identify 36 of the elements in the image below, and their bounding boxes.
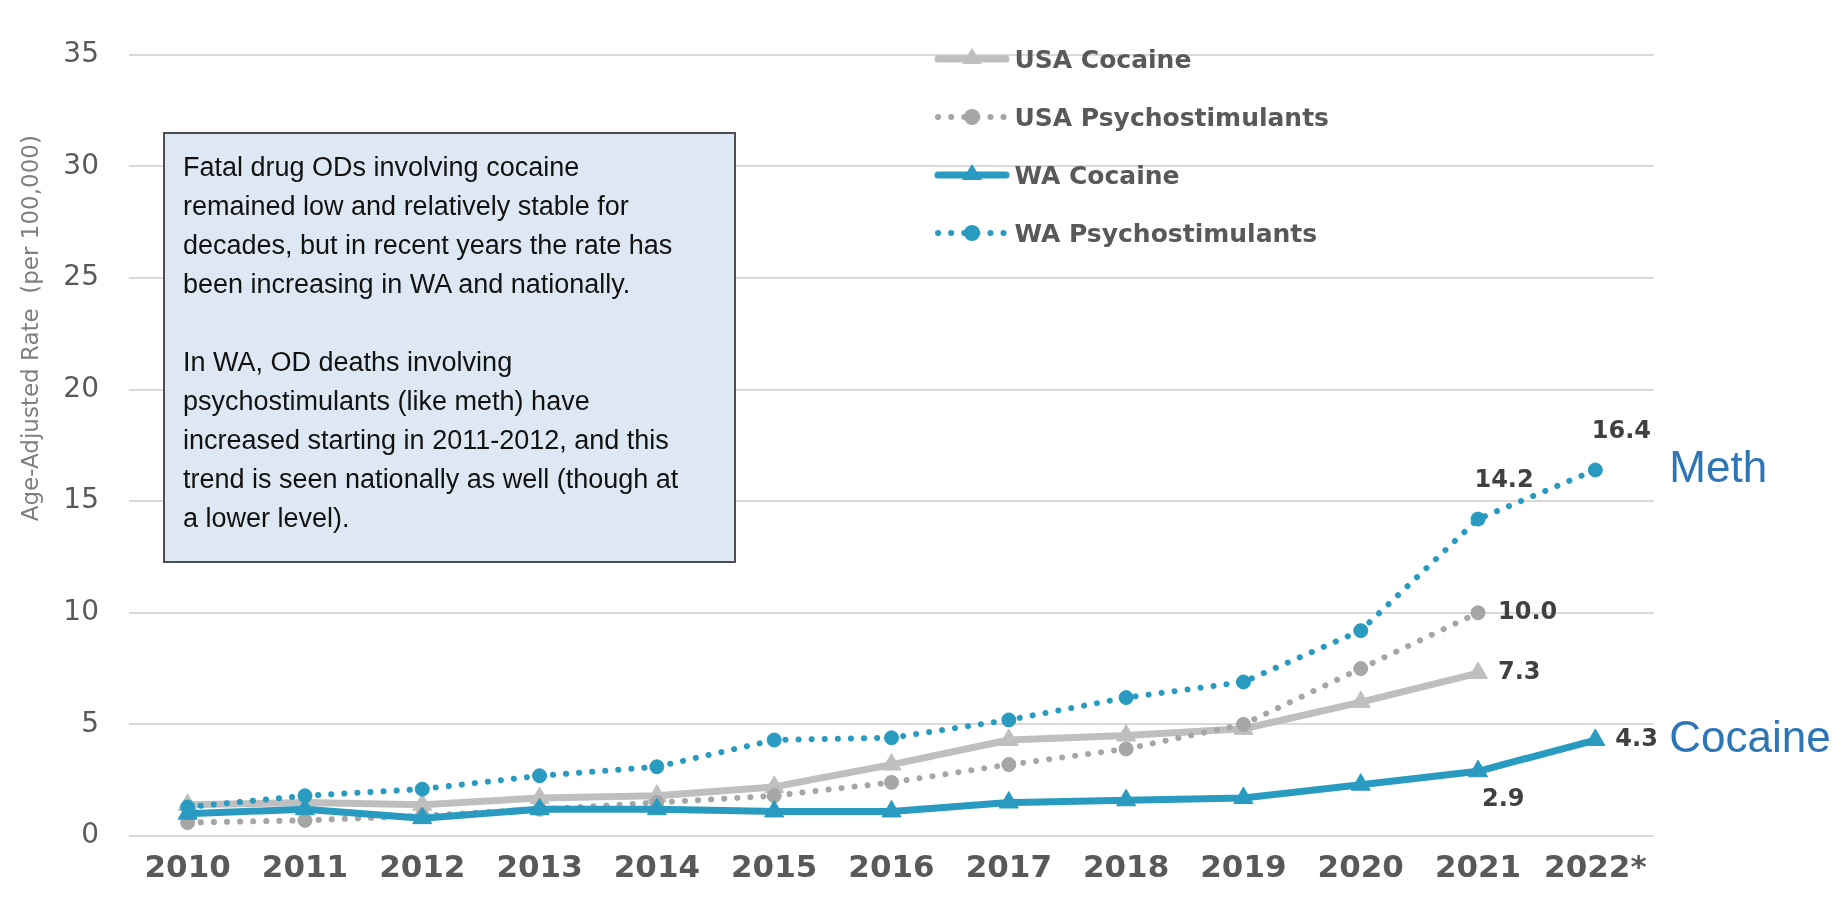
x-tick-label: 2010 [144,847,231,884]
legend-label: USA Cocaine [1014,44,1192,74]
x-tick-label: 2019 [1200,847,1287,884]
x-tick-label: 2014 [613,847,701,884]
annotation: Fatal drug ODs involving cocaine remained low and relatively stable for decades, but in recent years the rate has been increasing in WA and nationally. [183,151,674,301]
y-tick-label: 25 [63,259,99,293]
data-label: 7.3 [1498,657,1541,686]
data-label: 16.4 [1591,416,1651,445]
legend-label: USA Psychostimulants [1014,102,1329,132]
annotation: In WA, OD deaths involving psychostimulants (like meth) have increased starting in 2011-2012, and this trend is seen nationally as well (though at a lower level). [183,346,680,535]
x-tick-label: 2020 [1317,847,1404,884]
data-label: 14.2 [1474,465,1534,494]
y-axis-title: Age-Adjusted Rate (per 100,000) [16,135,43,522]
x-tick-label: 2012 [379,847,466,884]
x-tick-label: 2018 [1082,847,1170,884]
y-tick-label: 15 [63,482,99,516]
annotation: Cocaine [1669,712,1831,762]
y-tick-label: 20 [63,370,99,404]
x-tick-label: 2022* [1544,847,1647,884]
x-tick-label: 2021 [1434,847,1522,884]
data-label: 10.0 [1498,597,1558,626]
x-tick-label: 2015 [731,847,818,884]
y-tick-label: 0 [81,817,99,851]
data-label: 2.9 [1482,783,1525,812]
y-tick-label: 35 [63,36,99,70]
annotation: Meth [1669,442,1768,492]
x-tick-label: 2013 [496,847,583,884]
x-tick-label: 2011 [261,847,349,884]
data-label: 4.3 [1615,724,1658,753]
y-tick-label: 10 [63,594,99,628]
legend-label: WA Cocaine [1014,160,1180,190]
x-tick-label: 2016 [848,847,935,884]
x-tick-label: 2017 [965,847,1052,884]
legend-label: WA Psychostimulants [1014,218,1318,248]
y-tick-label: 30 [63,147,99,181]
y-tick-label: 5 [81,705,99,739]
